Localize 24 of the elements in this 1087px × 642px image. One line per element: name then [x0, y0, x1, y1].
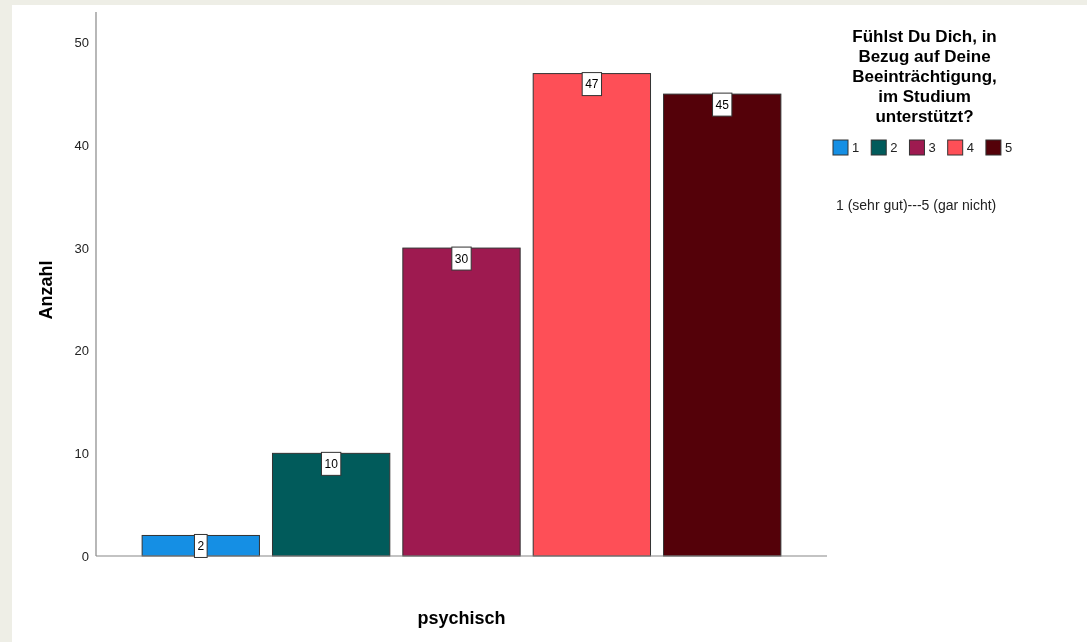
legend-label: 3 — [928, 140, 936, 155]
data-label: 45 — [715, 97, 730, 112]
legend-title: Fühlst Du Dich, in Bezug auf Deine Beeinträchtigung, im Studium unterstützt? — [852, 27, 997, 126]
bar — [271, 452, 391, 557]
text: 1 (sehr gut)---5 (gar nicht) — [836, 197, 997, 213]
bar — [532, 73, 652, 557]
data-label: 10 — [324, 456, 339, 471]
data-label: 2 — [197, 538, 205, 553]
y-axis-title: Anzahl — [36, 260, 56, 320]
y-tick-label: 30 — [74, 240, 89, 256]
x-axis-title: psychisch — [417, 608, 506, 628]
data-label: 47 — [585, 77, 599, 92]
y-tick-label: 40 — [74, 137, 89, 153]
legend-label: 4 — [966, 140, 974, 155]
y-tick-label: 20 — [74, 343, 89, 359]
bar — [663, 93, 782, 557]
bar — [402, 247, 521, 557]
legend-label: 5 — [1004, 140, 1013, 155]
y-tick-label: 0 — [81, 548, 89, 564]
y-tick-label: 50 — [74, 35, 89, 51]
legend-label: 2 — [890, 140, 898, 155]
legend-label: 1 — [852, 140, 860, 155]
y-tick-label: 10 — [74, 445, 89, 461]
data-label: 30 — [454, 251, 469, 266]
